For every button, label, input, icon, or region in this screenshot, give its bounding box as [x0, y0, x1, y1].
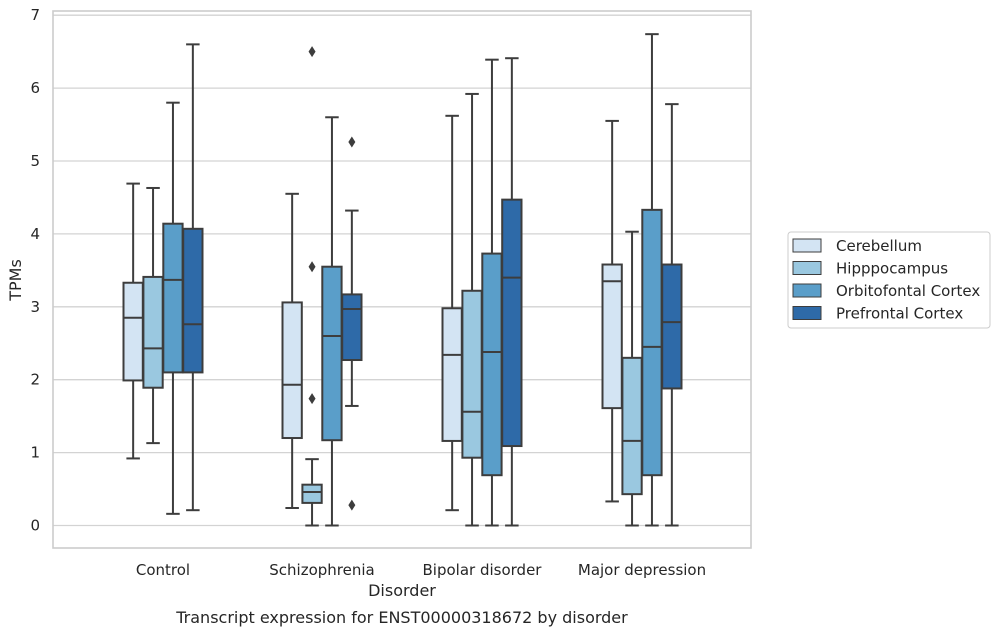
box-iqr: [301, 483, 323, 504]
box-iqr: [321, 265, 343, 442]
outlier-point: [308, 393, 316, 405]
box-group: [441, 114, 463, 512]
outlier-point: [348, 136, 356, 148]
legend: Cerebellum Hipppocampus Orbitofontal Corte…: [787, 231, 991, 329]
outlier-point: [348, 499, 356, 511]
y-tick-label: 0: [30, 517, 40, 535]
outlier-point: [308, 46, 316, 58]
legend-label: Orbitofontal Cortex: [836, 282, 980, 300]
box-iqr: [122, 281, 144, 382]
x-axis-label: Disorder: [368, 581, 436, 600]
box-iqr: [621, 356, 643, 496]
box-group: [341, 136, 363, 511]
legend-swatch: [792, 283, 822, 298]
box-group: [661, 103, 683, 527]
outlier-point: [308, 261, 316, 273]
box-group: [481, 58, 503, 527]
box-group: [621, 230, 643, 527]
y-tick-label: 4: [30, 225, 40, 243]
box-iqr: [641, 208, 663, 477]
legend-swatch: [792, 238, 822, 253]
box-iqr: [481, 252, 503, 477]
box-iqr: [341, 293, 363, 362]
chart-caption: Transcript expression for ENST0000031867…: [175, 608, 628, 627]
box-iqr: [142, 275, 164, 389]
box-group: [122, 182, 144, 460]
legend-swatch: [792, 306, 822, 320]
legend-label: Hipppocampus: [836, 260, 948, 278]
legend-label: Cerebellum: [836, 237, 922, 255]
box-iqr: [501, 198, 523, 448]
box-iqr: [601, 263, 623, 410]
box-group: [641, 33, 663, 527]
box-iqr: [182, 227, 204, 374]
box-iqr: [461, 289, 483, 459]
box-group: [281, 192, 303, 510]
y-tick-label: 2: [30, 371, 40, 389]
box-iqr: [162, 222, 184, 374]
x-tick-label: Bipolar disorder: [423, 561, 543, 579]
box-iqr: [661, 263, 683, 390]
box-group: [601, 119, 623, 503]
legend-swatch: [792, 261, 822, 275]
y-tick-label: 7: [30, 6, 40, 24]
legend-label: Prefrontal Cortex: [836, 305, 963, 323]
box-group: [142, 186, 164, 445]
y-axis-label: TPMs: [6, 259, 25, 302]
box-group: [182, 43, 204, 512]
box-iqr: [441, 307, 463, 442]
box-group: [501, 57, 523, 527]
y-axis-ticks: 0 1 2 3 4 5 6 7: [30, 6, 40, 534]
x-tick-label: Major depression: [578, 561, 706, 579]
plot-frame: [52, 10, 752, 549]
box-group: [321, 116, 343, 527]
y-tick-label: 6: [30, 79, 40, 97]
legend-frame: [787, 231, 991, 329]
box-group: [461, 92, 483, 527]
box-group: [301, 46, 323, 527]
x-tick-label: Control: [136, 561, 190, 579]
y-tick-label: 3: [30, 298, 40, 316]
y-tick-label: 5: [30, 152, 40, 170]
x-axis-ticks: Control Schizophrenia Bipolar disorder Majo…: [136, 561, 706, 579]
box-group: [162, 101, 184, 515]
y-tick-label: 1: [30, 444, 40, 462]
box-iqr: [281, 301, 303, 440]
x-tick-label: Schizophrenia: [269, 561, 374, 579]
plot-area: [122, 33, 683, 527]
